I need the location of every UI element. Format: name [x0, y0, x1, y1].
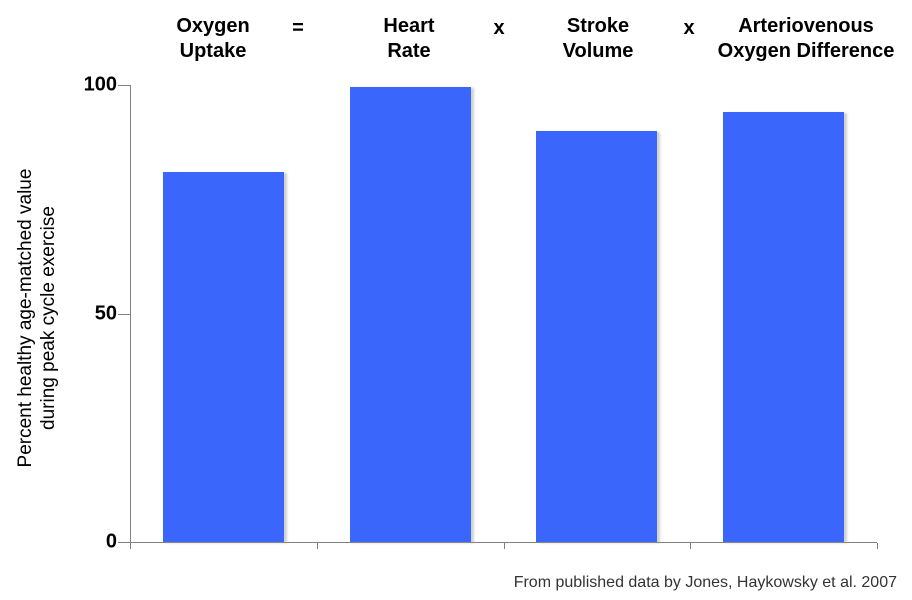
category-label-2-line-1: Heart	[383, 15, 435, 37]
source-note: From published data by Jones, Haykowsky …	[513, 574, 897, 591]
x-axis-tick	[503, 543, 505, 549]
y-axis-tick	[118, 313, 130, 315]
x-axis-tick	[316, 543, 318, 549]
equation-operator-2: x	[493, 17, 505, 39]
category-label-1: Oxygen Uptake	[176, 14, 249, 64]
category-label-4: Arteriovenous Oxygen Difference	[718, 14, 895, 64]
y-axis-title: Percent healthy age-matched value during…	[14, 88, 60, 548]
x-axis-tick	[130, 543, 131, 549]
y-axis-line	[130, 85, 131, 542]
x-axis-tick	[877, 543, 878, 549]
bar-oxygen-uptake	[163, 172, 284, 542]
category-label-4-line-2: Oxygen Difference	[717, 40, 895, 62]
y-axis-tick	[118, 85, 130, 86]
y-axis-tick	[118, 542, 130, 543]
bar-stroke-volume	[536, 131, 657, 542]
y-axis-tick-label: 100	[83, 73, 117, 96]
bar-heart-rate	[350, 87, 471, 542]
y-axis-title-line-1: Percent healthy age-matched value	[15, 168, 36, 468]
category-label-3: Stroke Volume	[563, 14, 634, 64]
equation-operator-1: =	[292, 17, 304, 39]
category-label-4-line-1: Arteriovenous	[738, 15, 874, 37]
x-axis-line	[118, 542, 877, 543]
x-axis-tick	[690, 543, 692, 549]
category-label-1-line-1: Oxygen	[176, 15, 250, 37]
category-label-1-line-2: Uptake	[179, 40, 247, 62]
category-label-2: Heart Rate	[383, 14, 434, 64]
y-axis-tick-label: 0	[105, 530, 117, 553]
category-label-2-line-2: Rate	[387, 40, 431, 62]
bar-arteriovenous-oxygen-difference	[723, 112, 844, 542]
equation-operator-3: x	[683, 17, 695, 39]
category-label-3-line-1: Stroke	[566, 15, 630, 37]
y-axis-tick-label: 50	[94, 302, 117, 324]
category-label-3-line-2: Volume	[562, 40, 634, 62]
